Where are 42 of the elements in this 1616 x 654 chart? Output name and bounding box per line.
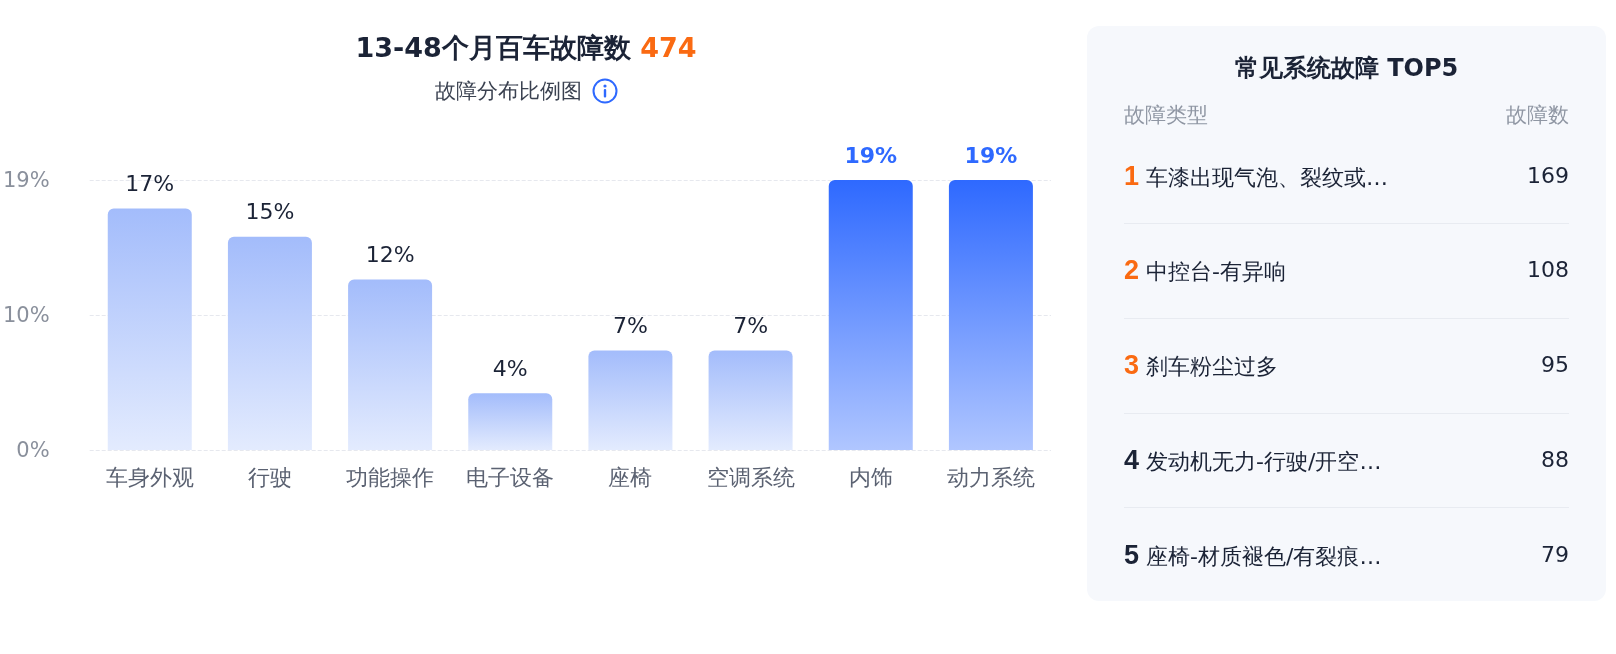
chart-title: 13-48个月百车故障数 474 [354,31,698,65]
bar [227,236,312,450]
x-tick-label: 电子设备 [466,464,555,490]
bar [828,180,913,450]
bar [348,279,433,450]
text: 1 车漆出现气泡、裂纹或… [1124,159,1389,193]
text: 79 [1541,540,1569,569]
text: 4 发动机无力-行驶/开空… [1124,443,1382,477]
x-tick-label: 功能操作 [346,464,435,490]
data-label: 4% [492,355,528,381]
data-label: 19% [844,142,898,168]
bar [708,350,793,450]
text: 5 座椅-材质褪色/有裂痕… [1124,538,1382,572]
text: 故障数 [1506,102,1569,129]
text: 故障类型 [1124,102,1208,129]
x-tick-label: 内饰 [848,464,893,490]
x-tick-label: 行驶 [247,464,292,490]
x-tick-label: 座椅 [608,464,653,490]
text: 108 [1527,256,1569,285]
data-label: 17% [125,170,175,196]
bar [107,208,192,450]
text: 2 中控台-有异响 [1124,254,1286,288]
y-tick-label: 19% [2,168,50,192]
chart-subtitle: 故障分布比例图 [434,78,582,105]
bar [588,350,673,450]
x-tick-label: 空调系统 [706,464,795,490]
text: 95 [1541,351,1569,380]
bar [468,393,553,450]
y-tick-label: 10% [2,303,50,327]
x-tick-label: 动力系统 [946,464,1035,490]
text: 88 [1541,445,1569,474]
x-tick-label: 车身外观 [105,464,194,490]
text: 169 [1527,161,1569,190]
y-tick-label: 0% [16,438,50,462]
data-label: 19% [964,142,1018,168]
data-label: 7% [733,313,769,339]
data-label: 7% [612,313,648,339]
text: 3 刹车粉尘过多 [1124,349,1279,383]
text: 常见系统故障 TOP5 [1233,53,1460,84]
data-label: 15% [245,199,295,225]
bar [948,180,1033,450]
data-label: 12% [365,241,415,267]
